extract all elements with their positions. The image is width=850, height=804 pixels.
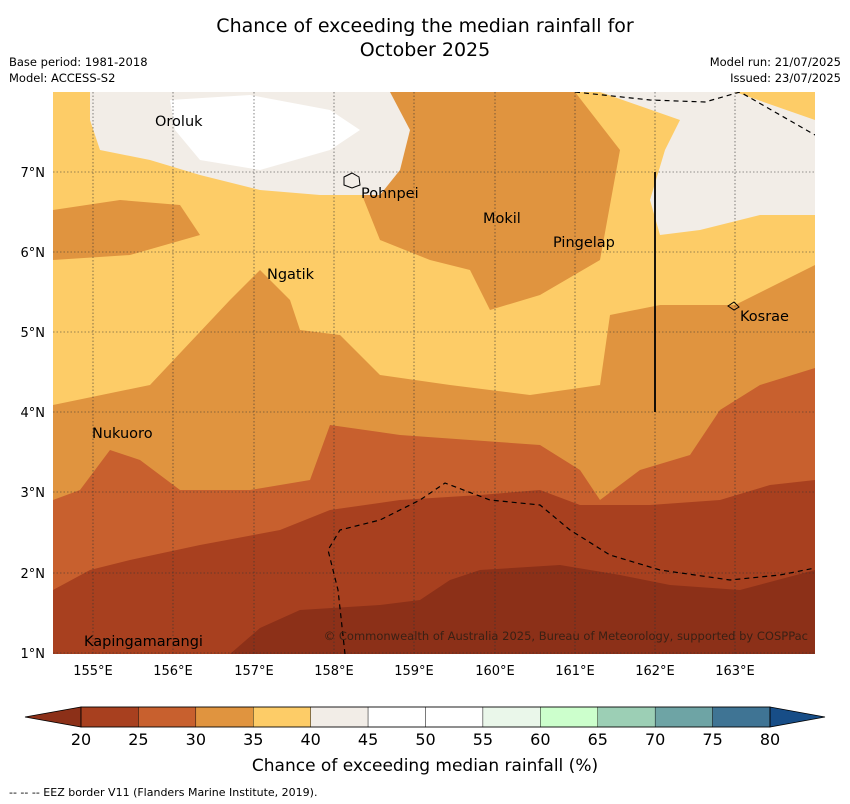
place-labels: Oroluk Pohnpei Mokil Pingelap Ngatik Kos… bbox=[84, 114, 789, 650]
colorbar-tick-label: 30 bbox=[186, 730, 206, 749]
issued-date: Issued: 23/07/2025 bbox=[730, 71, 841, 85]
colorbar-segment bbox=[253, 706, 311, 728]
lat-tick-label: 3°N bbox=[21, 486, 46, 501]
islands bbox=[343, 172, 740, 311]
lon-tick-label: 161°E bbox=[555, 664, 595, 679]
colorbar-segment bbox=[654, 706, 713, 728]
colorbar-segment bbox=[482, 706, 541, 728]
place-label: Ngatik bbox=[267, 267, 315, 283]
lon-tick-label: 158°E bbox=[314, 664, 354, 679]
lat-tick-label: 5°N bbox=[21, 326, 46, 341]
rainfall-field bbox=[53, 92, 815, 654]
colorbar-segment bbox=[367, 706, 426, 728]
colorbar-tick-label: 70 bbox=[645, 730, 665, 749]
colorbar-tick-label: 80 bbox=[760, 730, 780, 749]
place-label: Oroluk bbox=[155, 114, 203, 130]
colorbar-segment bbox=[138, 706, 197, 728]
meta-right: Model run: 21/07/2025 Issued: 23/07/2025 bbox=[710, 54, 841, 86]
colorbar-label: Chance of exceeding median rainfall (%) bbox=[251, 756, 599, 776]
zone-below-20 bbox=[230, 565, 815, 654]
colorbar-segment bbox=[80, 706, 139, 728]
place-label: Pohnpei bbox=[361, 186, 419, 202]
colorbar-segments bbox=[80, 706, 771, 728]
title-line-1: Chance of exceeding the median rainfall … bbox=[216, 15, 634, 37]
place-label: Kosrae bbox=[740, 309, 789, 325]
lat-tick-label: 7°N bbox=[21, 166, 46, 181]
lat-tick-label: 4°N bbox=[21, 406, 46, 421]
lon-tick-label: 159°E bbox=[394, 664, 434, 679]
kosrae-island-outline bbox=[727, 301, 740, 311]
map-title: Chance of exceeding the median rainfall … bbox=[0, 14, 850, 62]
lon-tick-label: 160°E bbox=[475, 664, 515, 679]
lon-tick-label: 156°E bbox=[153, 664, 193, 679]
graticule bbox=[53, 92, 815, 654]
base-period: Base period: 1981-2018 bbox=[9, 55, 148, 69]
colorbar-tick-label: 25 bbox=[128, 730, 148, 749]
colorbar-over-arrow bbox=[769, 706, 826, 728]
longitude-ticks: 155°E 156°E 157°E 158°E 159°E 160°E 161°… bbox=[73, 664, 755, 679]
colorbar-segment bbox=[712, 706, 771, 728]
copyright-notice: © Commonwealth of Australia 2025, Bureau… bbox=[324, 629, 808, 643]
zone-30-35-west bbox=[53, 200, 200, 260]
colorbar-tick-label: 45 bbox=[358, 730, 378, 749]
lon-tick-label: 163°E bbox=[715, 664, 755, 679]
zone-30-35-north bbox=[360, 92, 620, 310]
meta-left: Base period: 1981-2018 Model: ACCESS-S2 bbox=[9, 54, 148, 86]
lon-tick-label: 157°E bbox=[234, 664, 274, 679]
lon-tick-label: 162°E bbox=[635, 664, 675, 679]
colorbar-ticks: 20 25 30 35 40 45 50 55 60 65 70 75 80 bbox=[71, 730, 780, 749]
colorbar-under-arrow bbox=[24, 706, 82, 728]
colorbar-frame bbox=[80, 706, 771, 728]
colorbar: 20 25 30 35 40 45 50 55 60 65 70 75 80 bbox=[24, 706, 826, 749]
place-label: Pingelap bbox=[553, 235, 615, 251]
colorbar-tick-label: 75 bbox=[702, 730, 722, 749]
place-label: Kapingamarangi bbox=[84, 634, 203, 650]
eez-border bbox=[327, 92, 815, 654]
colorbar-tick-label: 55 bbox=[473, 730, 493, 749]
colorbar-segment bbox=[310, 706, 369, 728]
place-label: Nukuoro bbox=[92, 426, 153, 442]
zone-40-45-northeast bbox=[600, 92, 815, 235]
colorbar-segment bbox=[597, 706, 656, 728]
model-name: Model: ACCESS-S2 bbox=[9, 71, 116, 85]
zone-45-50 bbox=[170, 95, 360, 170]
lon-tick-label: 155°E bbox=[73, 664, 113, 679]
colorbar-segment bbox=[540, 706, 598, 728]
colorbar-tick-label: 40 bbox=[300, 730, 320, 749]
colorbar-segment bbox=[195, 706, 254, 728]
colorbar-tick-label: 65 bbox=[588, 730, 608, 749]
colorbar-tick-label: 35 bbox=[243, 730, 263, 749]
pohnpei-island-outline bbox=[343, 172, 361, 189]
colorbar-segment bbox=[425, 706, 484, 728]
place-label: Mokil bbox=[483, 211, 521, 227]
lat-tick-label: 6°N bbox=[21, 246, 46, 261]
title-line-2: October 2025 bbox=[359, 39, 491, 61]
lat-tick-label: 2°N bbox=[21, 567, 46, 582]
model-run: Model run: 21/07/2025 bbox=[709, 55, 841, 69]
eez-note: -- -- -- EEZ border V11 (Flanders Marine… bbox=[9, 786, 318, 799]
lat-tick-label: 1°N bbox=[21, 647, 46, 662]
latitude-ticks: 7°N 6°N 5°N 4°N 3°N 2°N 1°N bbox=[21, 166, 46, 662]
colorbar-tick-label: 50 bbox=[415, 730, 435, 749]
colorbar-tick-label: 60 bbox=[530, 730, 550, 749]
colorbar-tick-label: 20 bbox=[71, 730, 91, 749]
